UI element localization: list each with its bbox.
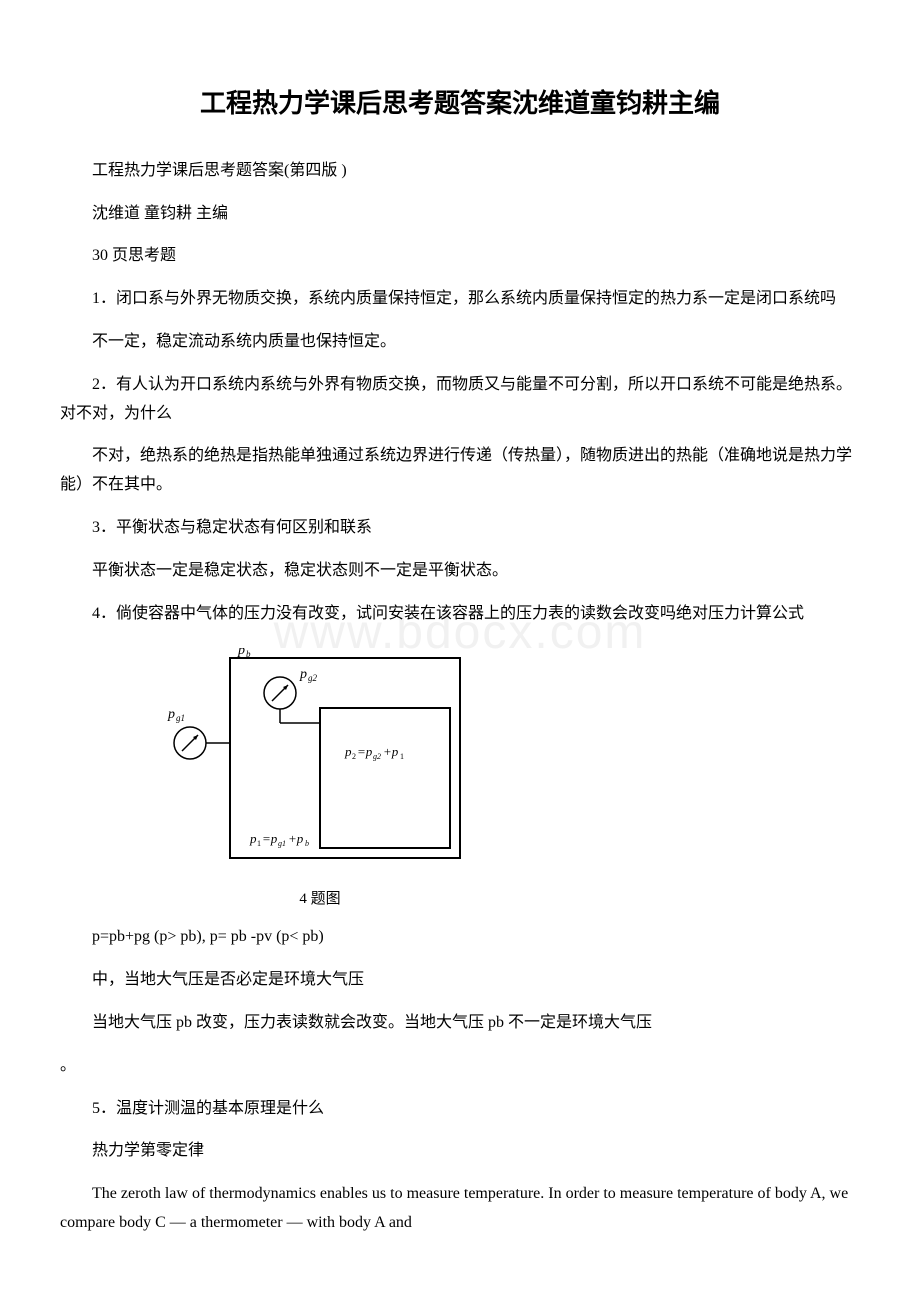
question-1: 1．闭口系与外界无物质交换，系统内质量保持恒定，那么系统内质量保持恒定的热力系一… [60,285,860,314]
answer-1: 不一定，稳定流动系统内质量也保持恒定。 [60,328,860,357]
answer-4a: 中，当地大气压是否必定是环境大气压 [60,966,860,995]
eq-outer-g1: g1 [278,839,286,848]
question-2: 2．有人认为开口系统内系统与外界有物质交换，而物质又与能量不可分割，所以开口系统… [60,371,860,429]
answer-4b: 当地大气压 pb 改变，压力表读数就会改变。当地大气压 pb 不一定是环境大气压 [60,1009,860,1038]
diagram-caption: 4 题图 [160,886,480,913]
answer-2: 不对，绝热系的绝热是指热能单独通过系统边界进行传递（传热量），随物质进出的热能（… [60,442,860,500]
answer-5: 热力学第零定律 [60,1137,860,1166]
eq-outer: p [249,831,257,846]
answer-4c: 。 [60,1052,860,1081]
question-4: 4．倘使容器中气体的压力没有改变，试问安装在该容器上的压力表的读数会改变吗绝对压… [60,600,860,629]
inner-box [320,708,450,848]
eq-outer-mid: =p [262,831,278,846]
answer-3: 平衡状态一定是稳定状态，稳定状态则不一定是平衡状态。 [60,557,860,586]
eq-inner-sub2: 2 [352,752,356,761]
question-3: 3．平衡状态与稳定状态有何区别和联系 [60,514,860,543]
label-pg1-sub: g1 [176,713,185,723]
eq-inner-end: +p [383,744,399,759]
pressure-diagram-svg: p b p g1 p g2 p 2 =p g2 +p 1 p 1 =p g1 +… [160,648,480,878]
english-paragraph: The zeroth law of thermodynamics enables… [60,1180,860,1238]
subtitle-3: 30 页思考题 [60,242,860,271]
diagram-figure-4: p b p g1 p g2 p 2 =p g2 +p 1 p 1 =p g1 +… [160,648,480,913]
eq-inner-sub1: 1 [400,752,404,761]
label-pb-sub: b [246,649,251,659]
label-pg2: p [299,667,307,682]
eq-outer-subb: b [305,839,309,848]
label-pb: p [237,648,245,658]
document-title: 工程热力学课后思考题答案沈维道童钧耕主编 [60,80,860,127]
subtitle-2: 沈维道 童钧耕 主编 [60,200,860,229]
eq-outer-sub1: 1 [257,839,261,848]
eq-inner: p [344,744,352,759]
label-pg2-sub: g2 [308,673,318,683]
eq-outer-end: +p [288,831,304,846]
question-5: 5．温度计测温的基本原理是什么 [60,1095,860,1124]
eq-inner-g2: g2 [373,752,381,761]
eq-inner-mid: =p [357,744,373,759]
label-pg1: p [167,707,175,722]
subtitle-1: 工程热力学课后思考题答案(第四版 ) [60,157,860,186]
formula-line: p=pb+pg (p> pb), p= pb -pv (p< pb) [60,923,860,952]
